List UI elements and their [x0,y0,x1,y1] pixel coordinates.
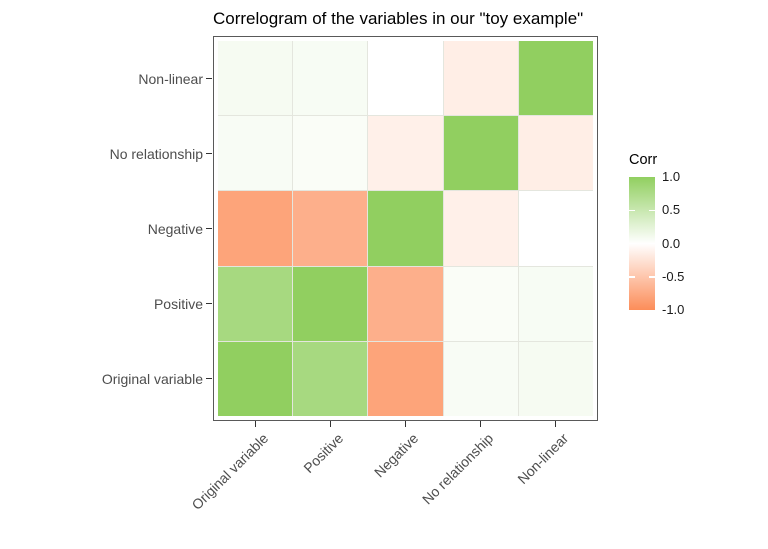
heatmap-cell [518,116,593,191]
legend-tick-label: 0.0 [662,235,681,251]
heatmap-panel [213,36,598,421]
legend-tick-label: 1.0 [662,169,681,184]
y-axis-label: Negative [147,220,203,237]
x-axis-tick [554,421,557,427]
heatmap-cell [293,341,368,416]
legend-tick-label: 0.5 [662,202,681,218]
legend-title: Corr [629,152,658,168]
legend-tick-mark [649,276,655,278]
heatmap-cell [518,41,593,116]
x-axis-label: Non-linear [513,430,571,487]
y-axis-tick [206,152,212,155]
y-axis-tick [206,302,212,305]
heatmap-cell [368,341,443,416]
heatmap-cell [368,191,443,266]
heatmap-cell [443,116,518,191]
heatmap-cell [518,191,593,266]
legend-tick-mark [649,209,655,211]
heatmap-cell [443,341,518,416]
legend-tick-mark [629,209,635,211]
x-axis-tick [404,421,407,427]
heatmap-cell [293,266,368,341]
heatmap-cell [368,41,443,116]
heatmap-cell [218,266,293,341]
heatmap-cell [368,266,443,341]
heatmap-cell [218,341,293,416]
heatmap-cell [518,266,593,341]
legend-tick-mark [629,242,635,245]
heatmap-cell [443,191,518,266]
heatmap-cell [218,41,293,116]
x-axis-tick [329,421,332,427]
heatmap-cell [218,191,293,266]
legend-tick-label: -1.0 [662,302,685,317]
heatmap-cell [368,116,443,191]
heatmap-cell [518,341,593,416]
y-axis-tick [206,227,212,230]
heatmap-cell [443,266,518,341]
legend-tick-mark [629,276,635,278]
heatmap-cell [293,191,368,266]
y-axis-label: Positive [153,295,203,312]
legend-tick-mark [649,242,655,245]
heatmap-grid [218,41,593,416]
y-axis-label: No relationship [109,145,203,162]
x-axis-tick [254,421,257,427]
y-axis-tick [206,77,212,80]
heatmap-cell [443,41,518,116]
heatmap-cell [293,116,368,191]
heatmap-cell [218,116,293,191]
y-axis-tick [206,377,212,380]
heatmap-cell [293,41,368,116]
y-axis-label: Original variable [101,370,203,387]
x-axis-tick [479,421,482,427]
y-axis-label: Non-linear [138,70,203,87]
legend-tick-label: -0.5 [662,268,685,284]
chart-title: Correlogram of the variables in our "toy… [213,9,584,28]
